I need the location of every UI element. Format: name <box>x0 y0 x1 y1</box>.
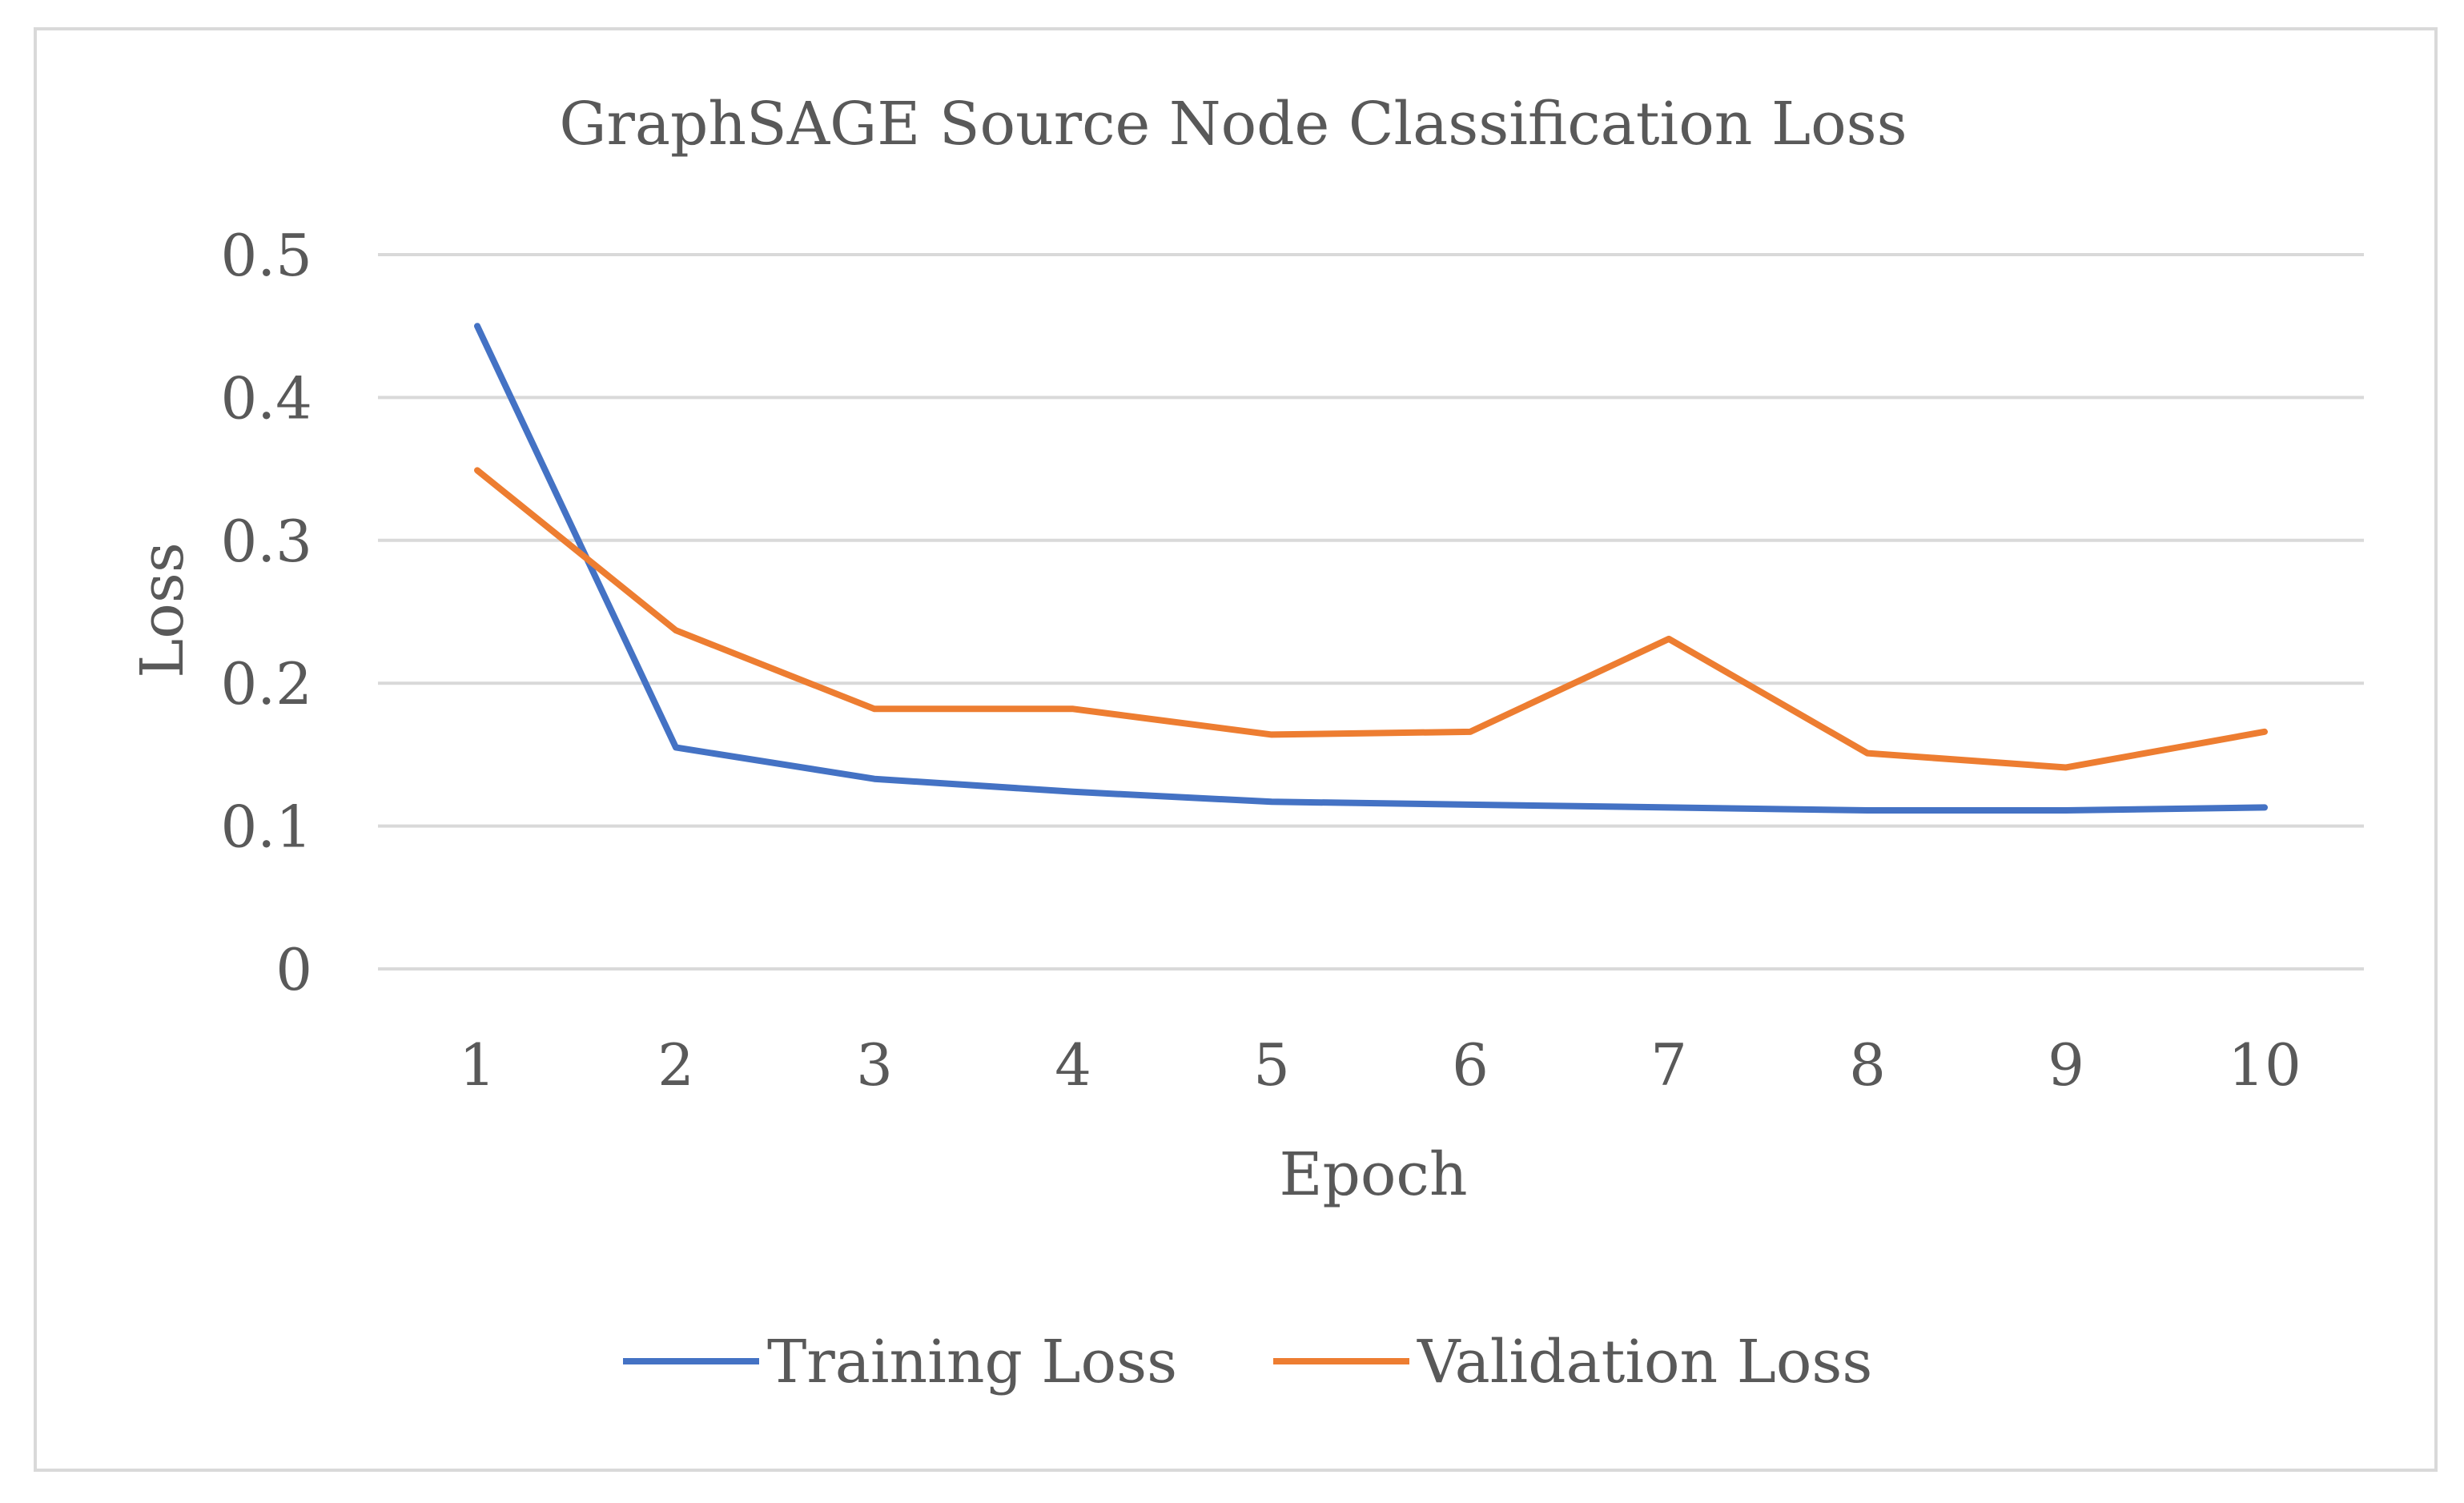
x-tick-label: 10 <box>2228 1031 2301 1099</box>
series-line-validation-loss <box>474 467 2268 771</box>
y-tick-label: 0.3 <box>220 508 312 575</box>
x-axis-ticks: 1 2 3 4 5 6 7 8 9 10 <box>459 1031 2301 1099</box>
x-tick-label: 8 <box>1849 1031 1886 1099</box>
x-tick-label: 3 <box>856 1031 893 1099</box>
y-tick-label: 0 <box>275 936 312 1003</box>
series-line-training-loss <box>474 323 2268 814</box>
legend-label-validation-loss: Validation Loss <box>1417 1328 1872 1397</box>
x-tick-label: 1 <box>459 1031 496 1099</box>
chart-title: GraphSAGE Source Node Classification Los… <box>559 90 1907 159</box>
x-tick-label: 7 <box>1650 1031 1687 1099</box>
legend-label-training-loss: Training Loss <box>767 1328 1177 1397</box>
y-axis-label: Loss <box>128 542 197 678</box>
y-tick-label: 0.4 <box>220 364 312 432</box>
gridlines <box>378 253 2364 971</box>
x-tick-label: 2 <box>657 1031 694 1099</box>
x-axis-label: Epoch <box>1279 1140 1467 1209</box>
y-tick-label: 0.1 <box>220 794 312 861</box>
x-tick-label: 5 <box>1253 1031 1290 1099</box>
x-tick-label: 9 <box>2048 1031 2084 1099</box>
y-tick-label: 0.5 <box>220 222 312 289</box>
y-tick-label: 0.2 <box>220 650 312 717</box>
chart-border <box>34 27 2438 1472</box>
x-tick-label: 6 <box>1452 1031 1489 1099</box>
legend: Training Loss Validation Loss <box>623 1328 1872 1397</box>
x-tick-label: 4 <box>1055 1031 1091 1099</box>
y-axis-ticks: 0 0.1 0.2 0.3 0.4 0.5 <box>220 222 312 1003</box>
series-lines <box>474 323 2268 814</box>
